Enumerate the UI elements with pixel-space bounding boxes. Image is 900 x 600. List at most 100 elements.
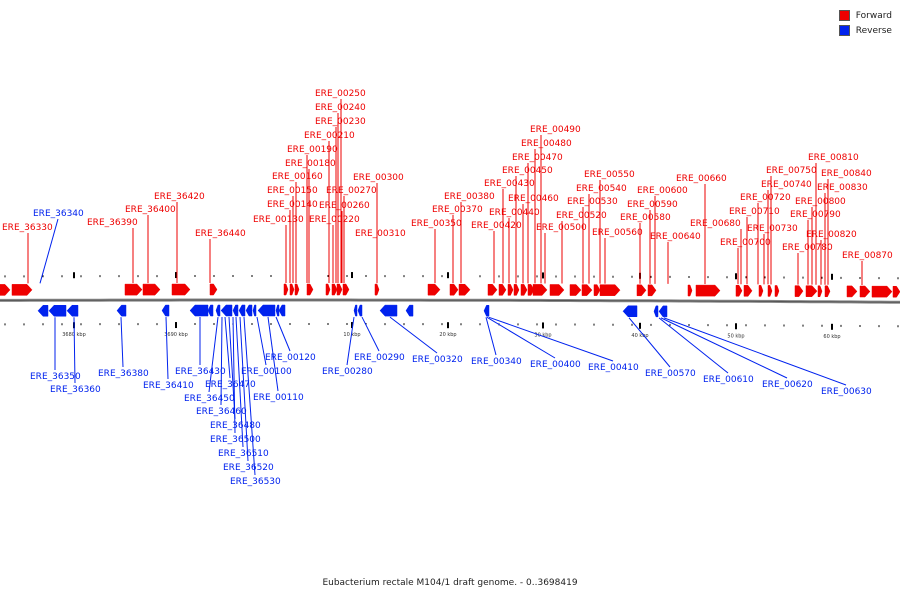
forward-gene-label[interactable]: ERE_00220 xyxy=(309,215,360,225)
forward-gene-arrow[interactable] xyxy=(289,283,295,296)
reverse-gene-arrow[interactable] xyxy=(207,304,214,317)
reverse-gene-arrow[interactable] xyxy=(238,304,246,317)
reverse-gene-label[interactable]: ERE_36450 xyxy=(184,394,235,404)
forward-gene-arrow[interactable] xyxy=(532,284,548,296)
forward-gene-label[interactable]: ERE_00820 xyxy=(806,230,857,240)
forward-gene-label[interactable]: ERE_00480 xyxy=(521,139,572,149)
forward-gene-label[interactable]: ERE_00700 xyxy=(720,238,771,248)
reverse-gene-arrow[interactable] xyxy=(379,304,398,317)
forward-gene-label[interactable]: ERE_00190 xyxy=(287,145,338,155)
forward-gene-arrow[interactable] xyxy=(871,285,893,298)
reverse-gene-arrow[interactable] xyxy=(278,304,286,317)
forward-gene-arrow[interactable] xyxy=(374,283,380,296)
reverse-gene-label[interactable]: ERE_36360 xyxy=(50,385,101,395)
reverse-gene-label[interactable]: ERE_36350 xyxy=(30,372,81,382)
forward-gene-arrow[interactable] xyxy=(294,283,300,296)
reverse-gene-label[interactable]: ERE_36510 xyxy=(218,449,269,459)
forward-gene-arrow[interactable] xyxy=(549,284,565,296)
forward-gene-label[interactable]: ERE_00300 xyxy=(353,173,404,183)
forward-gene-label[interactable]: ERE_00180 xyxy=(285,159,336,169)
forward-gene-arrow[interactable] xyxy=(487,284,498,296)
reverse-gene-label[interactable]: ERE_36480 xyxy=(210,421,261,431)
forward-gene-label[interactable]: ERE_00560 xyxy=(592,228,643,238)
forward-gene-arrow[interactable] xyxy=(124,283,143,296)
forward-gene-label[interactable]: ERE_00640 xyxy=(650,232,701,242)
forward-gene-label[interactable]: ERE_00710 xyxy=(729,207,780,217)
forward-gene-arrow[interactable] xyxy=(209,283,218,296)
reverse-gene-label[interactable]: ERE_36380 xyxy=(98,369,149,379)
reverse-gene-arrow[interactable] xyxy=(483,305,490,317)
forward-gene-arrow[interactable] xyxy=(735,285,743,297)
reverse-gene-arrow[interactable] xyxy=(66,304,79,317)
reverse-gene-arrow[interactable] xyxy=(161,304,170,317)
forward-gene-label[interactable]: ERE_00580 xyxy=(620,213,671,223)
forward-gene-arrow[interactable] xyxy=(805,285,818,297)
forward-gene-arrow[interactable] xyxy=(171,283,191,296)
forward-gene-arrow[interactable] xyxy=(0,284,11,296)
reverse-gene-arrow[interactable] xyxy=(357,304,363,317)
forward-gene-arrow[interactable] xyxy=(743,285,753,297)
forward-gene-label[interactable]: ERE_00490 xyxy=(530,125,581,135)
forward-gene-arrow[interactable] xyxy=(325,283,331,296)
reverse-gene-arrow[interactable] xyxy=(622,305,638,318)
reverse-gene-label[interactable]: ERE_36430 xyxy=(175,367,226,377)
forward-gene-label[interactable]: ERE_36440 xyxy=(195,229,246,239)
forward-gene-arrow[interactable] xyxy=(824,285,831,298)
forward-gene-label[interactable]: ERE_00160 xyxy=(272,172,323,182)
forward-gene-label[interactable]: ERE_00440 xyxy=(489,208,540,218)
forward-gene-arrow[interactable] xyxy=(342,283,350,296)
reverse-gene-label[interactable]: ERE_00100 xyxy=(241,367,292,377)
forward-gene-label[interactable]: ERE_00740 xyxy=(761,180,812,190)
forward-gene-arrow[interactable] xyxy=(331,283,338,296)
forward-gene-arrow[interactable] xyxy=(593,284,601,296)
reverse-gene-label[interactable]: ERE_00620 xyxy=(762,380,813,390)
forward-gene-label[interactable]: ERE_00870 xyxy=(842,251,893,261)
forward-gene-label[interactable]: ERE_00590 xyxy=(627,200,678,210)
reverse-gene-arrow[interactable] xyxy=(37,305,49,317)
reverse-gene-arrow[interactable] xyxy=(245,304,253,317)
forward-gene-label[interactable]: ERE_36400 xyxy=(125,205,176,215)
forward-gene-label[interactable]: ERE_00660 xyxy=(676,174,727,184)
forward-gene-arrow[interactable] xyxy=(336,283,343,296)
forward-gene-arrow[interactable] xyxy=(758,285,764,297)
forward-gene-arrow[interactable] xyxy=(11,284,33,296)
forward-gene-arrow[interactable] xyxy=(569,284,582,296)
reverse-gene-label[interactable]: ERE_00120 xyxy=(265,353,316,363)
forward-gene-arrow[interactable] xyxy=(513,284,520,296)
reverse-gene-label[interactable]: ERE_36530 xyxy=(230,477,281,487)
forward-gene-arrow[interactable] xyxy=(892,285,900,298)
forward-gene-arrow[interactable] xyxy=(449,283,459,296)
forward-gene-arrow[interactable] xyxy=(687,284,693,297)
reverse-gene-arrow[interactable] xyxy=(116,304,127,317)
reverse-gene-label[interactable]: ERE_00110 xyxy=(253,393,304,403)
forward-gene-arrow[interactable] xyxy=(498,284,507,296)
forward-gene-label[interactable]: ERE_36420 xyxy=(154,192,205,202)
forward-gene-label[interactable]: ERE_00550 xyxy=(584,170,635,180)
reverse-gene-label[interactable]: ERE_36460 xyxy=(196,407,247,417)
forward-gene-label[interactable]: ERE_00520 xyxy=(556,211,607,221)
forward-gene-arrow[interactable] xyxy=(695,284,721,297)
reverse-gene-arrow[interactable] xyxy=(405,304,414,317)
forward-gene-label[interactable]: ERE_00470 xyxy=(512,153,563,163)
forward-gene-label[interactable]: ERE_00370 xyxy=(432,205,483,215)
reverse-gene-arrow[interactable] xyxy=(275,304,280,317)
forward-gene-label[interactable]: ERE_00130 xyxy=(253,215,304,225)
forward-gene-label[interactable]: ERE_00250 xyxy=(315,89,366,99)
forward-gene-label[interactable]: ERE_00420 xyxy=(471,221,522,231)
forward-gene-arrow[interactable] xyxy=(306,283,314,296)
forward-gene-label[interactable]: ERE_00430 xyxy=(484,179,535,189)
forward-gene-label[interactable]: ERE_00720 xyxy=(740,193,791,203)
forward-gene-arrow[interactable] xyxy=(636,284,647,297)
forward-gene-label[interactable]: ERE_00310 xyxy=(355,229,406,239)
forward-gene-label[interactable]: ERE_00260 xyxy=(319,201,370,211)
forward-gene-arrow[interactable] xyxy=(794,285,804,297)
forward-gene-label[interactable]: ERE_00350 xyxy=(411,219,462,229)
forward-gene-arrow[interactable] xyxy=(846,285,858,298)
reverse-gene-arrow[interactable] xyxy=(257,304,276,317)
forward-gene-label[interactable]: ERE_00730 xyxy=(747,224,798,234)
forward-gene-label[interactable]: ERE_00600 xyxy=(637,186,688,196)
reverse-gene-label[interactable]: ERE_36520 xyxy=(223,463,274,473)
forward-gene-arrow[interactable] xyxy=(527,284,535,296)
reverse-gene-arrow[interactable] xyxy=(215,304,221,317)
forward-gene-arrow[interactable] xyxy=(581,284,593,296)
